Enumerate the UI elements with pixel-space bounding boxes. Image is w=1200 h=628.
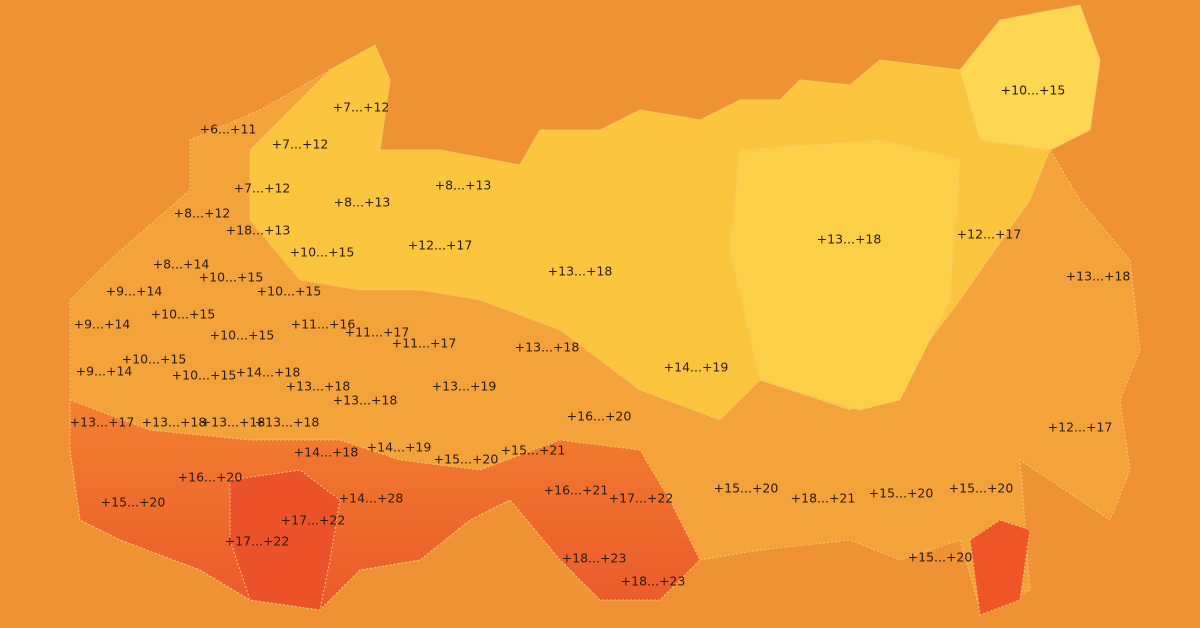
region-label: +18...+23: [562, 551, 627, 566]
region-label: +11...+16: [291, 317, 356, 332]
region-label: +10...+15: [210, 328, 275, 343]
region-label: +13...+18: [333, 393, 398, 408]
region-label: +14...+18: [294, 445, 359, 460]
region-label: +6...+11: [200, 122, 257, 137]
region-label: +15...+20: [869, 486, 934, 501]
region-label: +13...+19: [432, 379, 497, 394]
region-label: +12...+17: [1048, 420, 1113, 435]
region-label: +10...+15: [257, 284, 322, 299]
region-label: +15...+21: [501, 443, 566, 458]
region-label: +10...+15: [290, 245, 355, 260]
region-label: +13...+18: [515, 340, 580, 355]
region-label: +10...+15: [122, 352, 187, 367]
region-label: +13...+18: [1066, 269, 1131, 284]
hot-region: [229, 469, 341, 611]
region-label: +9...+14: [106, 284, 163, 299]
region-label: +10...+15: [1001, 83, 1066, 98]
region-label: +8...+13: [435, 178, 492, 193]
south-region: [69, 399, 701, 611]
labels: +7...+12 +6...+11 +7...+12 +7...+12 +8...+13…: [70, 83, 1131, 589]
region-label: +10...+15: [172, 368, 237, 383]
region-label: +15...+20: [949, 481, 1014, 496]
region-label: +13...+18: [548, 264, 613, 279]
region-label: +14...+19: [367, 440, 432, 455]
far-east-region: [969, 519, 1031, 616]
region-label: +8...+12: [174, 206, 231, 221]
region-label: +18...+21: [791, 491, 856, 506]
region-label: +13...+18: [286, 379, 351, 394]
region-label: +13...+18: [255, 415, 320, 430]
region-label: +17...+22: [609, 491, 674, 506]
region-label: +7...+12: [234, 181, 291, 196]
region-label: +9...+14: [76, 364, 133, 379]
region-label: +7...+12: [333, 100, 390, 115]
region-label: +10...+15: [151, 307, 216, 322]
region-label: +12...+17: [957, 227, 1022, 242]
region-label: +14...+18: [236, 365, 301, 380]
landmass: [69, 4, 1141, 616]
region-label: +9...+14: [74, 317, 131, 332]
region-label: +8...+13: [334, 195, 391, 210]
region-label: +15...+20: [908, 550, 973, 565]
region-label: +13...+18: [201, 415, 266, 430]
region-label: +17...+22: [281, 513, 346, 528]
central-region: [729, 139, 961, 411]
region-label: +15...+20: [714, 481, 779, 496]
region-label: +13...+17: [70, 415, 135, 430]
region-label: +12...+17: [408, 238, 473, 253]
region-label: +15...+20: [101, 495, 166, 510]
region-label: +16...+20: [567, 409, 632, 424]
region-label: +14...+19: [664, 360, 729, 375]
region-label: +14...+28: [339, 491, 404, 506]
region-label: +18...+13: [226, 223, 291, 238]
northeast-region: [959, 4, 1101, 151]
region-label: +16...+20: [178, 470, 243, 485]
region-label: +17...+22: [225, 534, 290, 549]
region-label: +13...+18: [142, 415, 207, 430]
region-label: +13...+18: [817, 232, 882, 247]
region-label: +11...+17: [345, 325, 410, 340]
region-label: +7...+12: [272, 137, 329, 152]
region-label: +11...+17: [392, 336, 457, 351]
region-label: +18...+23: [621, 574, 686, 589]
region-label: +15...+20: [434, 452, 499, 467]
region-label: +8...+14: [153, 257, 210, 272]
region-label: +16...+21: [544, 483, 609, 498]
region-label: +10...+15: [199, 270, 264, 285]
